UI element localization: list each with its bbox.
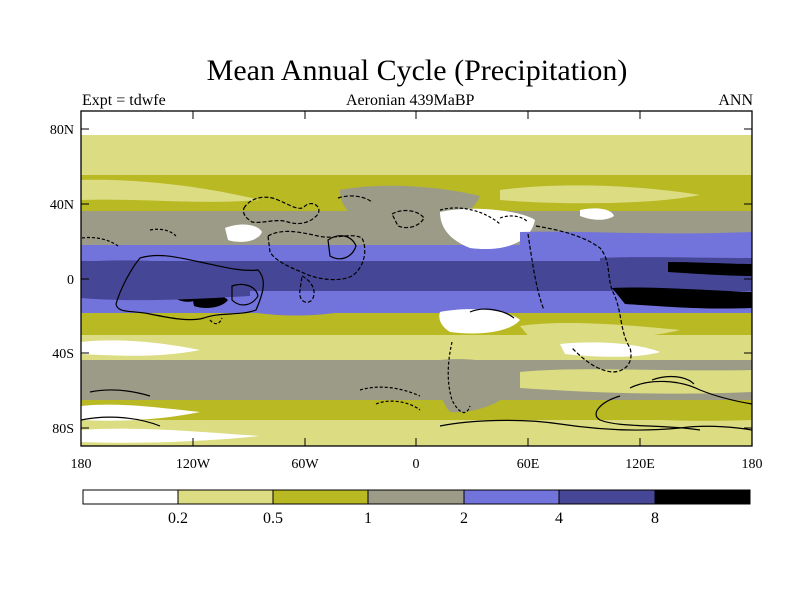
x-tick-label: 60W: [291, 457, 319, 472]
colorbar-label: 1: [364, 510, 372, 527]
x-tick-label: 120W: [176, 457, 211, 472]
y-tick-label: 40S: [52, 347, 74, 362]
band-south-high: [81, 400, 752, 420]
band-north-itcz-edge: [81, 245, 752, 261]
colorbar-label: 0.2: [168, 510, 188, 527]
colorbar-swatch: [82, 489, 179, 505]
colorbar-swatch: [367, 489, 465, 505]
colorbar-label: 2: [460, 510, 468, 527]
period-label: Aeronian 439MaBP: [346, 92, 475, 109]
plot-title: Mean Annual Cycle (Precipitation): [206, 54, 628, 87]
colorbar-swatch: [272, 489, 369, 505]
colorbar-swatch: [463, 489, 560, 505]
x-tick-label: 0: [413, 457, 420, 472]
x-tick-label: 60E: [517, 457, 540, 472]
y-tick-label: 0: [67, 273, 74, 288]
x-tick-label: 120E: [625, 457, 655, 472]
colorbar-label: 4: [555, 510, 563, 527]
colorbar-swatch: [177, 489, 274, 505]
x-tick-label: 180: [742, 457, 763, 472]
precipitation-field: [81, 111, 752, 446]
tick-marks: [81, 111, 752, 446]
y-tick-label: 40N: [50, 198, 74, 213]
colorbar: [82, 489, 751, 505]
colorbar-swatch: [558, 489, 656, 505]
x-tick-label: 180: [71, 457, 92, 472]
colorbar-label: 8: [651, 510, 659, 527]
experiment-label: Expt = tdwfe: [82, 92, 166, 109]
colorbar-label: 0.5: [263, 510, 283, 527]
season-label: ANN: [718, 92, 753, 109]
band-south-itcz-edge: [81, 291, 752, 313]
y-tick-label: 80N: [50, 123, 74, 138]
coastlines: [81, 195, 752, 431]
y-tick-label: 80S: [52, 422, 74, 437]
colorbar-swatch: [654, 489, 751, 505]
